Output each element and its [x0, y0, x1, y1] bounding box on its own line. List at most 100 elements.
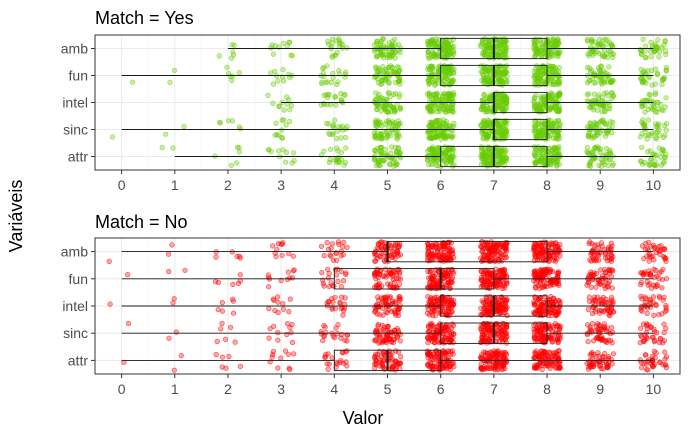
- x-tick-label: 6: [437, 177, 445, 193]
- data-point: [534, 52, 539, 57]
- data-point: [334, 360, 339, 365]
- data-point: [504, 159, 509, 164]
- data-point: [387, 91, 392, 96]
- data-point: [540, 334, 545, 339]
- data-point: [598, 70, 603, 75]
- data-point: [442, 244, 447, 249]
- panel-title: Match = Yes: [95, 8, 194, 28]
- data-point: [501, 367, 506, 372]
- data-point: [585, 145, 590, 150]
- data-point: [425, 149, 430, 154]
- data-point: [168, 80, 173, 85]
- x-axis-title: Valor: [343, 408, 384, 428]
- data-point: [661, 161, 666, 166]
- data-point: [532, 269, 537, 274]
- data-point: [230, 119, 235, 124]
- data-point: [425, 311, 430, 316]
- data-point: [662, 246, 667, 251]
- data-point: [487, 286, 492, 291]
- data-point: [535, 352, 540, 357]
- data-point: [550, 158, 555, 163]
- data-point: [606, 106, 611, 111]
- data-point: [597, 163, 602, 168]
- data-point: [652, 246, 657, 251]
- data-point: [220, 300, 225, 305]
- data-point: [428, 269, 433, 274]
- data-point: [449, 305, 454, 310]
- data-point: [556, 340, 561, 345]
- data-point: [223, 337, 228, 342]
- data-point: [479, 43, 484, 48]
- data-point: [542, 121, 547, 126]
- data-point: [664, 121, 669, 126]
- data-point: [502, 361, 507, 366]
- data-point: [654, 153, 659, 158]
- data-point: [427, 352, 432, 357]
- data-point: [664, 308, 669, 313]
- data-point: [444, 119, 449, 124]
- data-point: [284, 123, 289, 128]
- data-point: [279, 356, 284, 361]
- data-point: [435, 106, 440, 111]
- data-point: [452, 155, 457, 160]
- data-point: [499, 273, 504, 278]
- data-point: [387, 336, 392, 341]
- data-point: [533, 37, 538, 42]
- data-point: [500, 132, 505, 137]
- data-point: [440, 101, 445, 106]
- data-point: [607, 65, 612, 70]
- data-point: [638, 47, 643, 52]
- data-point: [431, 324, 436, 329]
- data-point: [444, 306, 449, 311]
- data-point: [500, 283, 505, 288]
- data-point: [643, 295, 648, 300]
- data-point: [237, 150, 242, 155]
- data-point: [610, 362, 615, 367]
- data-point: [504, 325, 509, 330]
- data-point: [606, 363, 611, 368]
- data-point: [336, 240, 341, 245]
- data-point: [537, 286, 542, 291]
- data-point: [479, 269, 484, 274]
- data-point: [587, 295, 592, 300]
- data-point: [340, 245, 345, 250]
- data-point: [657, 296, 662, 301]
- data-point: [480, 259, 485, 264]
- data-point: [379, 296, 384, 301]
- x-tick-label: 2: [224, 177, 232, 193]
- data-point: [380, 323, 385, 328]
- data-point: [450, 164, 455, 169]
- data-point: [482, 119, 487, 124]
- data-point: [540, 147, 545, 152]
- data-point: [397, 361, 402, 366]
- data-point: [238, 272, 243, 277]
- data-point: [444, 107, 449, 112]
- data-point: [229, 163, 234, 168]
- data-point: [442, 82, 447, 87]
- data-point: [478, 244, 483, 249]
- data-point: [276, 241, 281, 246]
- data-point: [237, 125, 242, 130]
- data-point: [534, 328, 539, 333]
- data-point: [339, 100, 344, 105]
- data-point: [397, 366, 402, 371]
- data-point: [446, 247, 451, 252]
- data-point: [322, 253, 327, 258]
- data-point: [551, 68, 556, 73]
- data-point: [267, 306, 272, 311]
- data-point: [436, 164, 441, 169]
- data-point: [330, 356, 335, 361]
- data-point: [429, 295, 434, 300]
- data-point: [391, 164, 396, 169]
- data-point: [549, 49, 554, 54]
- data-point: [502, 126, 507, 131]
- data-point: [447, 330, 452, 335]
- data-point: [596, 95, 601, 100]
- x-tick-label: 5: [384, 177, 392, 193]
- data-point: [287, 251, 292, 256]
- data-point: [271, 82, 276, 87]
- data-point: [182, 124, 187, 129]
- data-point: [231, 53, 236, 58]
- data-point: [381, 313, 386, 318]
